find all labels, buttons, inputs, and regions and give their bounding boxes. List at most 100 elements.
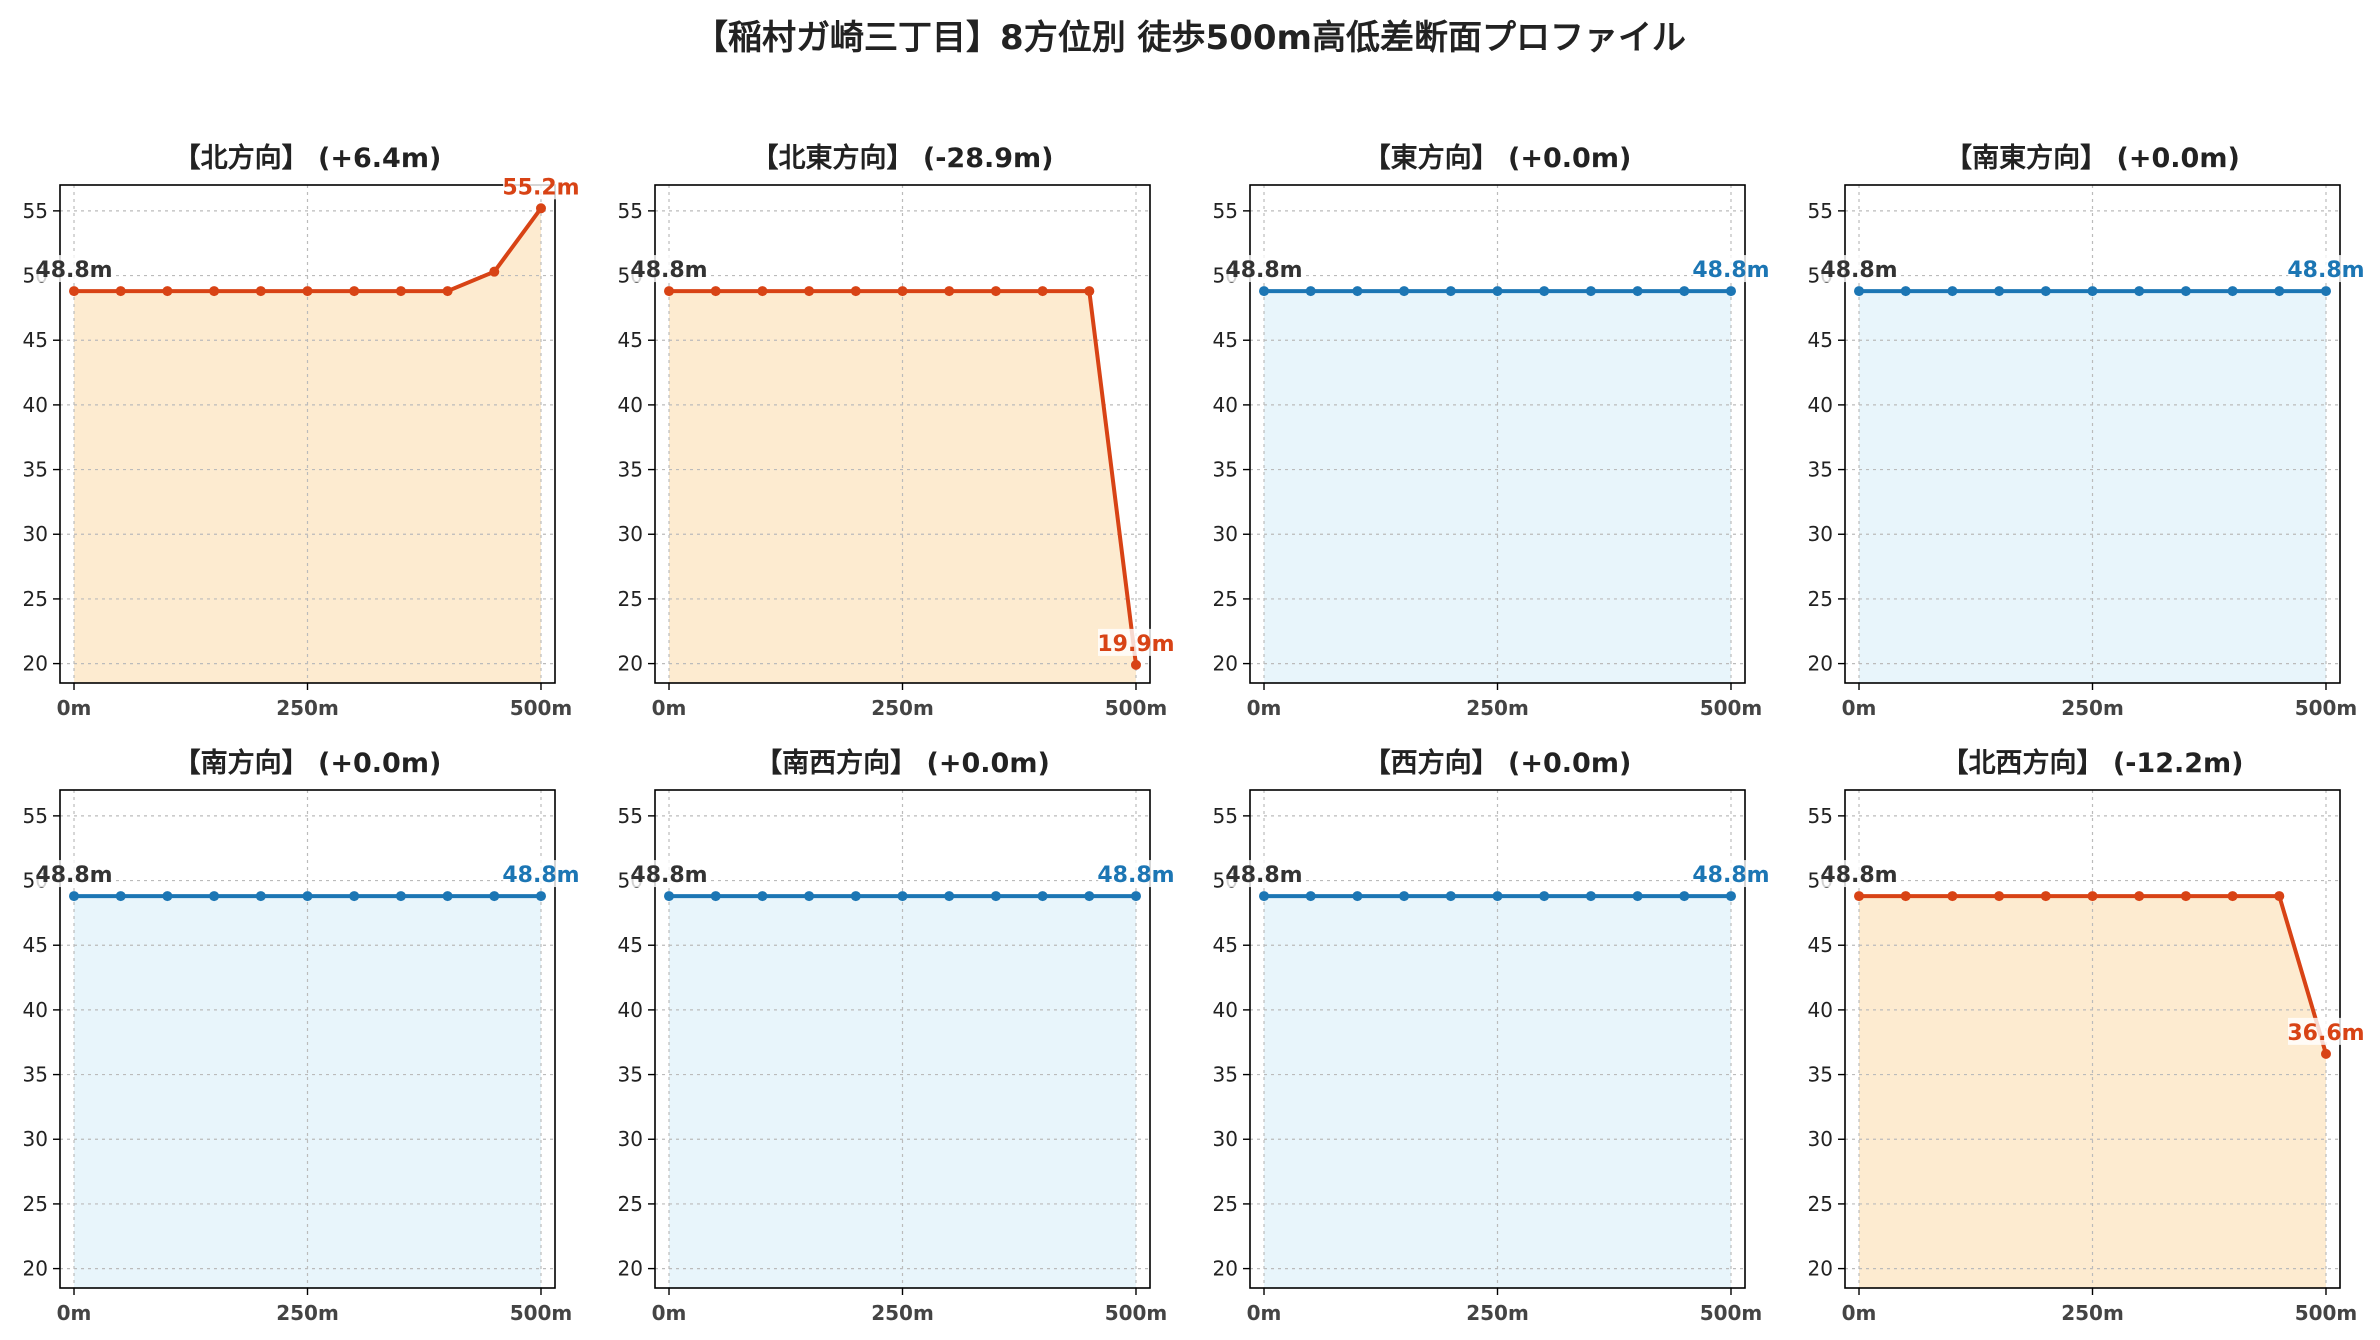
data-point: [897, 286, 908, 297]
end-label-bg: [502, 172, 579, 200]
start-elevation-label: 48.8m: [1225, 258, 1302, 283]
y-tick-label: 20: [1213, 1257, 1238, 1281]
y-tick-label: 40: [1808, 393, 1833, 417]
data-point: [1947, 891, 1958, 902]
data-point: [115, 286, 126, 297]
data-point: [2320, 1048, 2331, 1059]
data-point: [757, 891, 768, 902]
x-tick-label: 250m: [1466, 696, 1529, 720]
y-tick-label: 45: [1808, 933, 1833, 957]
data-point: [442, 891, 453, 902]
y-tick-label: 45: [23, 933, 48, 957]
y-tick-label: 45: [618, 933, 643, 957]
x-tick-label: 500m: [510, 1301, 573, 1325]
data-point: [1854, 286, 1865, 297]
y-tick-label: 35: [1213, 458, 1238, 482]
y-tick-label: 40: [1213, 393, 1238, 417]
y-tick-label: 55: [23, 804, 48, 828]
data-point: [349, 286, 360, 297]
data-point: [395, 891, 406, 902]
data-point: [1305, 286, 1316, 297]
data-point: [1492, 286, 1503, 297]
data-point: [1585, 286, 1596, 297]
panel-title: 【北西方向】 (-12.2m): [1941, 747, 2243, 779]
data-point: [2040, 891, 2051, 902]
data-point: [1492, 891, 1503, 902]
data-point: [1854, 891, 1865, 902]
end-label-bg: [2287, 255, 2364, 283]
x-tick-label: 0m: [57, 1301, 92, 1325]
data-point: [757, 286, 768, 297]
data-point: [990, 286, 1001, 297]
y-tick-label: 25: [1213, 587, 1238, 611]
start-label-bg: [36, 860, 113, 888]
y-tick-label: 55: [618, 804, 643, 828]
data-point: [1037, 286, 1048, 297]
x-tick-label: 0m: [652, 1301, 687, 1325]
y-tick-label: 30: [618, 522, 643, 546]
data-point: [162, 286, 173, 297]
y-tick-label: 55: [23, 199, 48, 223]
start-label-bg: [631, 860, 708, 888]
x-tick-label: 250m: [871, 1301, 934, 1325]
data-point: [1679, 891, 1690, 902]
data-point: [1994, 286, 2005, 297]
panel-title: 【東方向】 (+0.0m): [1364, 142, 1632, 174]
y-tick-label: 55: [1213, 199, 1238, 223]
y-tick-label: 25: [23, 587, 48, 611]
y-tick-label: 20: [1213, 652, 1238, 676]
data-point: [209, 286, 220, 297]
y-tick-label: 55: [1213, 804, 1238, 828]
y-tick-label: 40: [23, 998, 48, 1022]
data-point: [2087, 286, 2098, 297]
data-point: [209, 891, 220, 902]
data-point: [1352, 891, 1363, 902]
data-point: [1585, 891, 1596, 902]
data-point: [1725, 891, 1736, 902]
x-tick-label: 0m: [1247, 1301, 1282, 1325]
y-tick-label: 40: [618, 393, 643, 417]
data-point: [897, 891, 908, 902]
y-tick-label: 45: [1808, 328, 1833, 352]
x-tick-label: 250m: [276, 1301, 339, 1325]
data-point: [1947, 286, 1958, 297]
panel-title: 【南方向】 (+0.0m): [174, 747, 442, 779]
data-point: [2134, 891, 2145, 902]
data-point: [535, 203, 546, 214]
y-tick-label: 35: [1808, 458, 1833, 482]
data-point: [1259, 286, 1270, 297]
end-elevation-label: 19.9m: [1097, 632, 1174, 657]
data-point: [535, 891, 546, 902]
data-point: [710, 286, 721, 297]
y-tick-label: 25: [1213, 1192, 1238, 1216]
panel-title: 【北東方向】 (-28.9m): [751, 142, 1053, 174]
end-elevation-label: 48.8m: [1692, 258, 1769, 283]
data-point: [1539, 286, 1550, 297]
y-tick-label: 25: [618, 587, 643, 611]
y-tick-label: 25: [618, 1192, 643, 1216]
x-tick-label: 250m: [2061, 1301, 2124, 1325]
end-elevation-label: 36.6m: [2287, 1021, 2364, 1046]
y-tick-label: 45: [1213, 933, 1238, 957]
y-tick-label: 30: [1808, 1127, 1833, 1151]
panel-title: 【北方向】 (+6.4m): [174, 142, 442, 174]
y-tick-label: 20: [1808, 652, 1833, 676]
data-point: [489, 891, 500, 902]
y-tick-label: 30: [1213, 1127, 1238, 1151]
data-point: [395, 286, 406, 297]
data-point: [1539, 891, 1550, 902]
y-tick-label: 35: [618, 458, 643, 482]
y-tick-label: 30: [1808, 522, 1833, 546]
y-tick-label: 40: [618, 998, 643, 1022]
data-point: [710, 891, 721, 902]
data-point: [664, 286, 675, 297]
y-tick-label: 55: [1808, 199, 1833, 223]
y-tick-label: 40: [1808, 998, 1833, 1022]
x-tick-label: 500m: [1105, 696, 1168, 720]
start-elevation-label: 48.8m: [1820, 258, 1897, 283]
y-tick-label: 20: [1808, 1257, 1833, 1281]
